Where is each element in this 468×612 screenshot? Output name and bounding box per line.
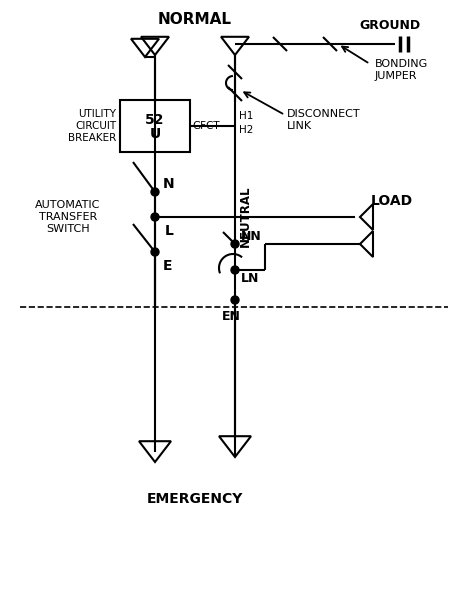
Text: NORMAL: NORMAL	[158, 12, 232, 27]
Text: UTILITY
CIRCUIT
BREAKER: UTILITY CIRCUIT BREAKER	[68, 110, 116, 143]
Bar	[120, 100, 190, 152]
Text: DISCONNECT
LINK: DISCONNECT LINK	[287, 109, 361, 131]
Text: AUTOMATIC
TRANSFER
SWITCH: AUTOMATIC TRANSFER SWITCH	[35, 200, 101, 234]
Text: 52: 52	[145, 113, 165, 127]
Circle shape	[231, 296, 239, 304]
Text: N: N	[163, 177, 175, 191]
Circle shape	[151, 213, 159, 221]
Text: H2: H2	[239, 125, 253, 135]
Circle shape	[151, 188, 159, 196]
Text: LOAD: LOAD	[371, 194, 413, 208]
Text: BONDING
JUMPER: BONDING JUMPER	[375, 59, 428, 81]
Circle shape	[151, 248, 159, 256]
Text: LN: LN	[241, 272, 259, 285]
Text: GFCT: GFCT	[192, 121, 219, 131]
Text: EN: EN	[221, 310, 241, 323]
Text: E: E	[163, 259, 173, 273]
Text: NEUTRAL: NEUTRAL	[239, 186, 251, 247]
Text: H1: H1	[239, 111, 253, 121]
Text: U: U	[149, 127, 161, 141]
Text: EMERGENCY: EMERGENCY	[147, 492, 243, 506]
Text: GROUND: GROUND	[359, 19, 421, 32]
Circle shape	[231, 266, 239, 274]
Circle shape	[231, 240, 239, 248]
Text: NN: NN	[241, 230, 262, 242]
Text: L: L	[165, 224, 174, 238]
